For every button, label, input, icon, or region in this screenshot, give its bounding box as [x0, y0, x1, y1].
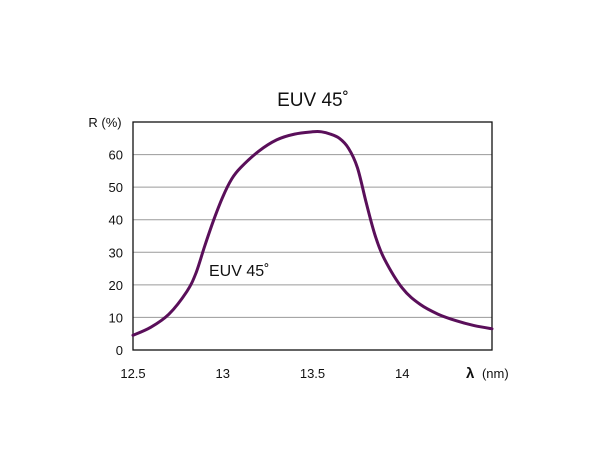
- x-tick-label: 12.5: [120, 366, 145, 381]
- y-tick-label: 40: [109, 213, 123, 228]
- series-layer: [131, 130, 494, 337]
- y-tick-labels: 0 10 20 30 40 50 60: [109, 148, 123, 358]
- plot-frame: [132, 121, 493, 351]
- x-axis-unit: (nm): [482, 366, 509, 381]
- x-axis-symbol: λ: [466, 365, 475, 382]
- x-tick-label: 13.5: [300, 366, 325, 381]
- y-tick-label: 60: [109, 148, 123, 163]
- chart-title: EUV 45˚: [277, 90, 349, 111]
- y-tick-label: 0: [116, 343, 123, 358]
- x-tick-label: 13: [216, 366, 230, 381]
- y-tick-label: 20: [109, 278, 123, 293]
- y-tick-label: 50: [109, 180, 123, 195]
- x-tick-label: 14: [395, 366, 409, 381]
- y-tick-label: 30: [109, 245, 123, 260]
- series-label: EUV 45˚: [209, 263, 269, 280]
- series-line: [131, 130, 494, 337]
- y-tick-label: 10: [109, 310, 123, 325]
- x-axis-label: λ (nm): [466, 365, 509, 382]
- gridlines: [133, 154, 492, 318]
- y-axis-label: R (%): [88, 115, 121, 130]
- x-tick-labels: 12.5 13 13.5 14: [120, 366, 409, 381]
